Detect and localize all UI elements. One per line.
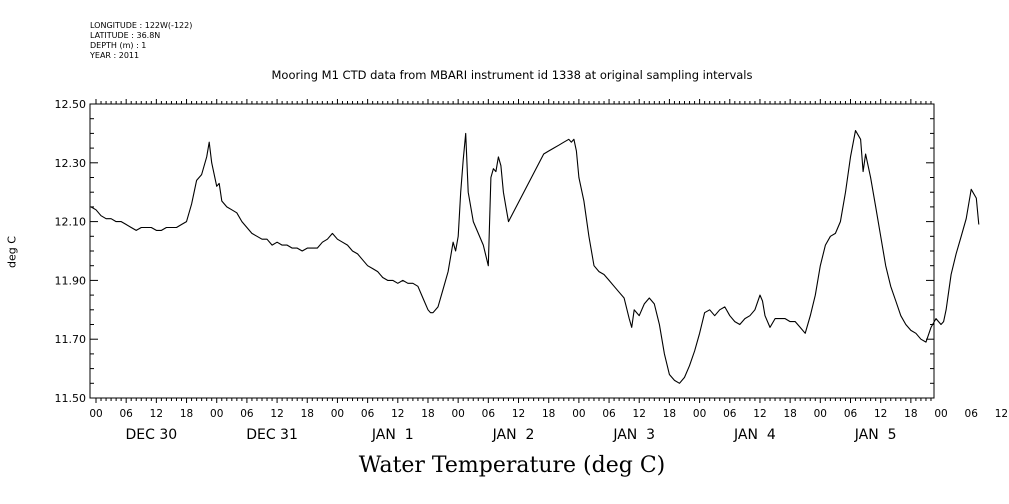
x-tick-label: 18	[421, 408, 434, 420]
x-tick-label: 18	[783, 408, 796, 420]
x-day-label: JAN 5	[854, 427, 897, 443]
x-day-label: JAN 1	[371, 427, 414, 443]
longitude-label: LONGITUDE : 122W(-122)	[90, 21, 193, 30]
x-tick-label: 06	[965, 408, 979, 420]
x-day-label: JAN 3	[612, 427, 655, 443]
chart-title: Mooring M1 CTD data from MBARI instrumen…	[271, 68, 753, 82]
x-tick-label: 06	[240, 408, 254, 420]
x-tick-label: 00	[572, 408, 585, 420]
x-tick-label: 00	[210, 408, 223, 420]
x-tick-label: 18	[542, 408, 555, 420]
x-tick-label: 18	[904, 408, 917, 420]
y-tick-label: 12.10	[55, 216, 87, 229]
x-tick-label: 12	[753, 408, 766, 420]
x-tick-label: 06	[602, 408, 616, 420]
x-tick-label: 06	[361, 408, 375, 420]
x-day-label: JAN 2	[492, 427, 535, 443]
x-tick-label: 00	[451, 408, 464, 420]
x-tick-label: 12	[150, 408, 163, 420]
x-tick-label: 18	[663, 408, 676, 420]
plot-frame	[89, 103, 935, 399]
x-tick-label: 00	[693, 408, 706, 420]
x-tick-label: 18	[180, 408, 193, 420]
y-tick-label: 12.50	[55, 98, 87, 111]
temperature-series-line	[90, 129, 980, 384]
x-tick-label: 12	[995, 408, 1008, 420]
x-day-label: DEC 30	[125, 427, 177, 443]
y-tick-label: 11.50	[55, 392, 87, 405]
x-tick-label: 12	[270, 408, 283, 420]
depth-label: DEPTH (m) : 1	[90, 41, 147, 50]
x-axis-label: Water Temperature (deg C)	[358, 453, 666, 478]
x-tick-label: 06	[119, 408, 133, 420]
y-tick-label: 11.70	[55, 333, 87, 346]
x-tick-label: 00	[814, 408, 827, 420]
year-label: YEAR : 2011	[90, 51, 140, 60]
x-tick-label: 12	[512, 408, 525, 420]
x-tick-label: 12	[391, 408, 404, 420]
x-tick-label: 12	[633, 408, 646, 420]
x-day-label: DEC 31	[246, 427, 298, 443]
x-tick-label: 18	[301, 408, 314, 420]
x-tick-label: 00	[934, 408, 947, 420]
x-tick-label: 00	[89, 408, 102, 420]
x-tick-label: 06	[482, 408, 496, 420]
x-day-label: JAN 4	[733, 427, 776, 443]
x-tick-label: 06	[844, 408, 858, 420]
metadata-block: LONGITUDE : 122W(-122) LATITUDE : 36.8N …	[90, 21, 192, 61]
x-tick-label: 00	[331, 408, 344, 420]
x-tick-label: 12	[874, 408, 887, 420]
x-tick-label: 06	[723, 408, 737, 420]
latitude-label: LATITUDE : 36.8N	[90, 31, 161, 40]
y-tick-label: 11.90	[55, 274, 87, 287]
y-tick-label: 12.30	[55, 157, 87, 170]
